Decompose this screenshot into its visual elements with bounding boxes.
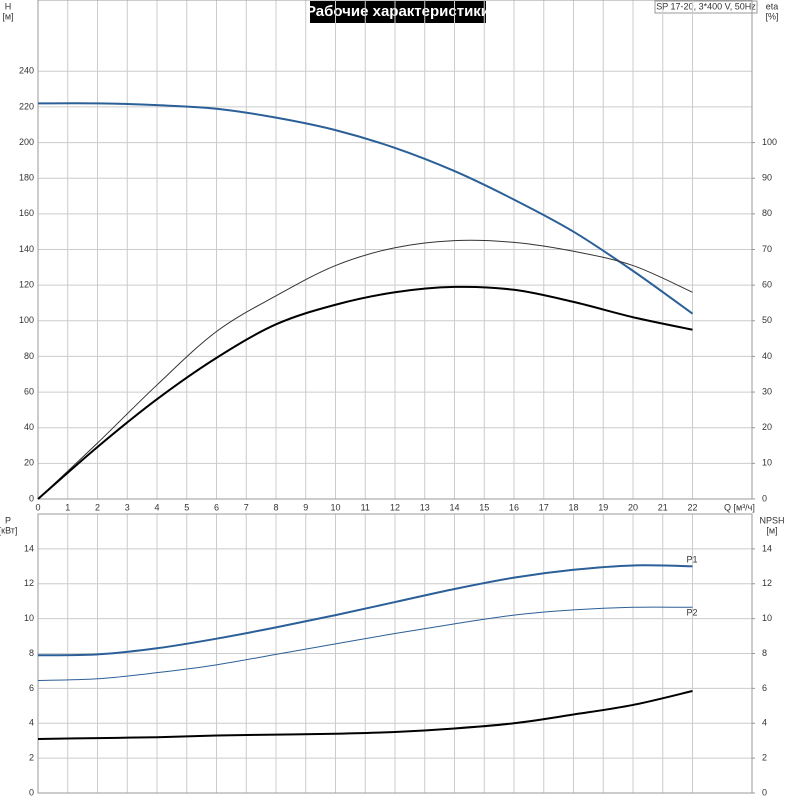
- x-tick-label: 0: [35, 502, 40, 512]
- y2-tick-label: 80: [762, 208, 772, 218]
- y-tick-label: 100: [19, 315, 34, 325]
- y2-tick-label: 90: [762, 173, 772, 183]
- x-tick-label: 12: [390, 502, 400, 512]
- x-tick-label: 7: [244, 502, 249, 512]
- y-tick-label: 4: [29, 718, 34, 728]
- x-tick-label: 11: [361, 502, 370, 512]
- y2-tick-label: 60: [762, 280, 772, 290]
- x-tick-label: 22: [687, 502, 697, 512]
- y-tick-label: 80: [24, 351, 34, 361]
- x-tick-label: 17: [539, 502, 549, 512]
- model-box: [654, 0, 758, 14]
- y-tick-label: 20: [24, 458, 34, 468]
- x-tick-label: 8: [273, 502, 278, 512]
- x-tick-label: 4: [154, 502, 159, 512]
- y-axis-unit: [кВт]: [0, 525, 17, 535]
- y2-axis-unit: [%]: [765, 11, 778, 21]
- y-tick-label: 10: [24, 613, 34, 623]
- y-axis-label: H: [5, 1, 12, 11]
- y-axis-label: P: [5, 515, 11, 525]
- y2-tick-label: 30: [762, 386, 772, 396]
- y-tick-label: 6: [29, 683, 34, 693]
- x-tick-label: 18: [568, 502, 578, 512]
- y2-tick-label: 4: [762, 718, 767, 728]
- curve: [37, 606, 693, 682]
- x-tick-label: 3: [125, 502, 130, 512]
- y2-tick-label: 2: [762, 753, 767, 763]
- x-tick-label: 1: [65, 502, 70, 512]
- y-tick-label: 2: [29, 753, 34, 763]
- y2-axis-label: eta: [766, 1, 779, 11]
- y-tick-label: 0: [29, 787, 34, 797]
- plot-frame: [37, 513, 753, 794]
- y-axis-unit: [м]: [2, 11, 13, 21]
- x-tick-label: 6: [214, 502, 219, 512]
- x-tick-label: 19: [598, 502, 608, 512]
- title-box: [310, 1, 486, 23]
- y2-tick-label: 100: [762, 137, 777, 147]
- y-tick-label: 14: [24, 543, 34, 553]
- x-tick-label: 5: [184, 502, 189, 512]
- y2-tick-label: 6: [762, 683, 767, 693]
- x-tick-label: 21: [658, 502, 668, 512]
- x-axis-label: Q [м³/ч]: [724, 502, 755, 512]
- curve-label: P1: [687, 555, 698, 565]
- y-tick-label: 60: [24, 386, 34, 396]
- y2-tick-label: 10: [762, 613, 772, 623]
- y-tick-label: 140: [19, 244, 34, 254]
- y-tick-label: 240: [19, 66, 34, 76]
- y-tick-label: 220: [19, 101, 34, 111]
- x-tick-label: 2: [95, 502, 100, 512]
- y-tick-label: 12: [24, 578, 34, 588]
- y2-axis-unit: [м]: [766, 525, 777, 535]
- y2-tick-label: 8: [762, 648, 767, 658]
- x-tick-label: 9: [303, 502, 308, 512]
- y-tick-label: 180: [19, 173, 34, 183]
- y2-tick-label: 20: [762, 422, 772, 432]
- y2-tick-label: 14: [762, 543, 772, 553]
- y-tick-label: 120: [19, 280, 34, 290]
- curve: [37, 564, 693, 657]
- y2-tick-label: 12: [762, 578, 772, 588]
- x-tick-label: 15: [479, 502, 489, 512]
- y2-axis-label: NPSH: [759, 515, 784, 525]
- curve: [37, 285, 693, 500]
- curve: [37, 239, 693, 500]
- y2-tick-label: 70: [762, 244, 772, 254]
- curve: [37, 102, 694, 315]
- y2-tick-label: 0: [762, 493, 767, 503]
- y2-tick-label: 10: [762, 458, 772, 468]
- y-tick-label: 200: [19, 137, 34, 147]
- model-label: SP 17-20, 3*400 V, 50Hz: [656, 1, 756, 11]
- x-tick-label: 20: [628, 502, 638, 512]
- y2-tick-label: 0: [762, 787, 767, 797]
- curve: [37, 690, 693, 740]
- y2-tick-label: 50: [762, 315, 772, 325]
- x-tick-label: 16: [509, 502, 519, 512]
- y2-tick-label: 40: [762, 351, 772, 361]
- chart-title: Рабочие характеристики: [306, 3, 490, 20]
- x-tick-label: 14: [449, 502, 459, 512]
- x-tick-label: 13: [420, 502, 430, 512]
- y-tick-label: 40: [24, 422, 34, 432]
- curve-label: P2: [687, 608, 698, 618]
- y-tick-label: 160: [19, 208, 34, 218]
- y-tick-label: 0: [29, 493, 34, 503]
- y-tick-label: 8: [29, 648, 34, 658]
- plot-frame: [37, 0, 753, 500]
- x-tick-label: 10: [330, 502, 340, 512]
